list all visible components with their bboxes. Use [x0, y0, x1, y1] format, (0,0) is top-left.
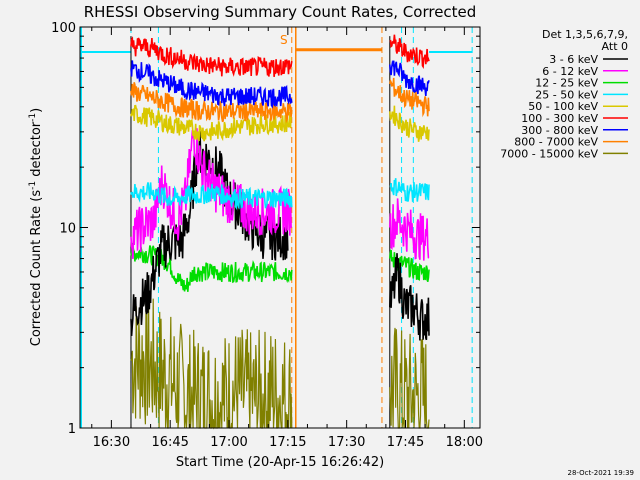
y-axis-label-sup1: -1	[28, 181, 38, 190]
x-tick-label: 17:45	[387, 435, 424, 450]
legend-label: 6 - 12 keV	[542, 65, 598, 78]
x-tick-label: 17:00	[210, 435, 247, 450]
legend-label: 100 - 300 keV	[521, 112, 598, 125]
y-axis-label-mid: detector	[29, 121, 44, 181]
y-axis-label: Corrected Count Rate (s-1 detector-1)	[28, 108, 44, 346]
legend-label: 7000 - 15000 keV	[500, 147, 598, 160]
legend-header-attenuator: Att 0	[602, 40, 628, 53]
legend-label: 12 - 25 keV	[535, 77, 598, 90]
legend-label: 800 - 7000 keV	[514, 136, 598, 149]
legend-label: 50 - 100 keV	[528, 100, 598, 113]
y-axis-label-main: Corrected Count Rate (s	[29, 190, 44, 347]
y-axis: 1 10 100	[51, 21, 480, 437]
series-line-7	[130, 77, 430, 124]
y-axis-label-end: )	[29, 108, 44, 113]
x-axis-label: Start Time (20-Apr-15 16:26:42)	[176, 455, 384, 470]
x-tick-label: 16:30	[93, 435, 130, 450]
saa-label: S	[280, 33, 288, 47]
y-tick-label: 10	[59, 222, 76, 237]
footer-date: 28-Oct-2021 19:39	[568, 469, 634, 477]
chart-title: RHESSI Observing Summary Count Rates, Co…	[84, 3, 477, 21]
series-line-5	[130, 34, 430, 77]
x-tick-label: 17:15	[269, 435, 306, 450]
legend-label: 25 - 50 keV	[535, 88, 598, 101]
x-axis: 16:30 16:45 17:00 17:15 17:30 17:45 18:00	[91, 27, 483, 450]
legend-label: 300 - 800 keV	[521, 124, 598, 137]
x-tick-label: 16:45	[151, 435, 188, 450]
x-tick-label: 17:30	[328, 435, 365, 450]
y-axis-label-sup2: -1	[28, 113, 38, 122]
legend-label: 3 - 6 keV	[549, 53, 598, 66]
series-line-6	[130, 59, 430, 109]
y-tick-label: 100	[51, 21, 76, 36]
x-tick-label: 18:00	[446, 435, 483, 450]
y-tick-label: 1	[68, 422, 76, 437]
series-line-3	[130, 178, 430, 210]
legend-header-detectors: Det 1,3,5,6,7,9,	[542, 28, 628, 41]
series-line-4	[130, 104, 430, 142]
